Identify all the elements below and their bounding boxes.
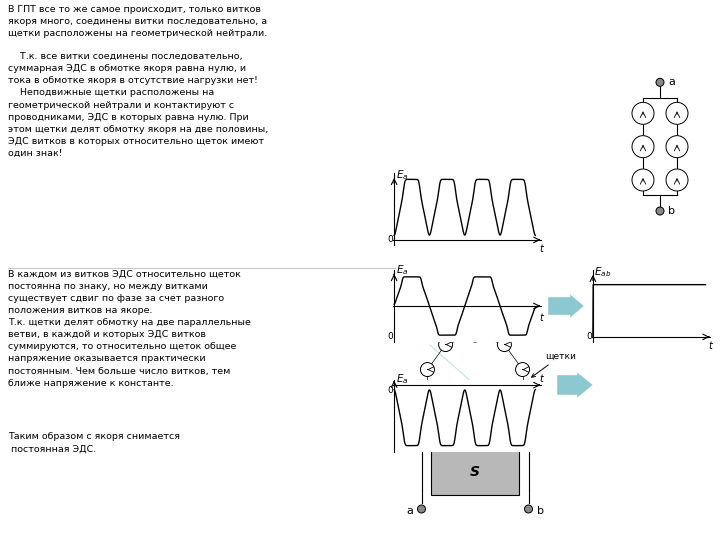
FancyArrow shape: [548, 294, 584, 318]
Circle shape: [498, 338, 511, 352]
Bar: [523, 380, 534, 390]
Text: b: b: [668, 206, 675, 216]
Text: a: a: [407, 506, 413, 516]
Circle shape: [498, 418, 511, 433]
Text: щетки: щетки: [531, 352, 576, 377]
Circle shape: [468, 428, 482, 442]
Text: 0: 0: [587, 332, 593, 341]
Text: t: t: [708, 341, 713, 351]
Text: $E_{ab}$: $E_{ab}$: [594, 265, 611, 279]
Circle shape: [418, 505, 426, 513]
Circle shape: [524, 505, 533, 513]
Circle shape: [666, 103, 688, 124]
FancyArrow shape: [557, 372, 593, 398]
Text: t: t: [539, 374, 543, 384]
Text: $E_a$: $E_a$: [396, 263, 408, 276]
Text: t: t: [539, 313, 543, 323]
Circle shape: [516, 362, 529, 376]
Text: Т.к. щетки делят обмотку на две параллельные
ветви, в каждой и которых ЭДС витко: Т.к. щетки делят обмотку на две параллел…: [8, 318, 251, 388]
Text: b: b: [536, 506, 544, 516]
Text: S: S: [470, 465, 480, 480]
Circle shape: [420, 362, 434, 376]
Text: 0: 0: [388, 235, 394, 244]
Circle shape: [420, 394, 434, 408]
Bar: [416, 380, 427, 390]
Circle shape: [438, 338, 453, 352]
Text: Таким образом с якоря снимается
 постоянная ЭДС.: Таким образом с якоря снимается постоянн…: [8, 432, 180, 453]
Text: $E_a$: $E_a$: [396, 373, 408, 386]
Bar: [431, 275, 519, 320]
Circle shape: [632, 103, 654, 124]
Circle shape: [438, 418, 453, 433]
Circle shape: [666, 169, 688, 191]
Circle shape: [632, 169, 654, 191]
Circle shape: [632, 136, 654, 158]
Bar: [431, 450, 519, 495]
Circle shape: [468, 328, 482, 342]
Text: N: N: [469, 291, 481, 305]
Circle shape: [656, 207, 664, 215]
Text: Т.к. все витки соединены последовательно,
суммарная ЭДС в обмотке якоря равна ну: Т.к. все витки соединены последовательно…: [8, 52, 269, 158]
Circle shape: [666, 136, 688, 158]
Text: 0: 0: [388, 387, 394, 395]
Circle shape: [656, 78, 664, 86]
Circle shape: [516, 394, 529, 408]
Text: В ГПТ все то же самое происходит, только витков
якоря много, соединены витки пос: В ГПТ все то же самое происходит, только…: [8, 5, 267, 38]
Text: t: t: [539, 244, 543, 254]
Text: a: a: [668, 77, 675, 87]
Text: $E_a$: $E_a$: [396, 168, 408, 182]
Text: 0: 0: [388, 332, 394, 341]
Text: В каждом из витков ЭДС относительно щеток
постоянна по знаку, но между витками
с: В каждом из витков ЭДС относительно щето…: [8, 270, 241, 315]
